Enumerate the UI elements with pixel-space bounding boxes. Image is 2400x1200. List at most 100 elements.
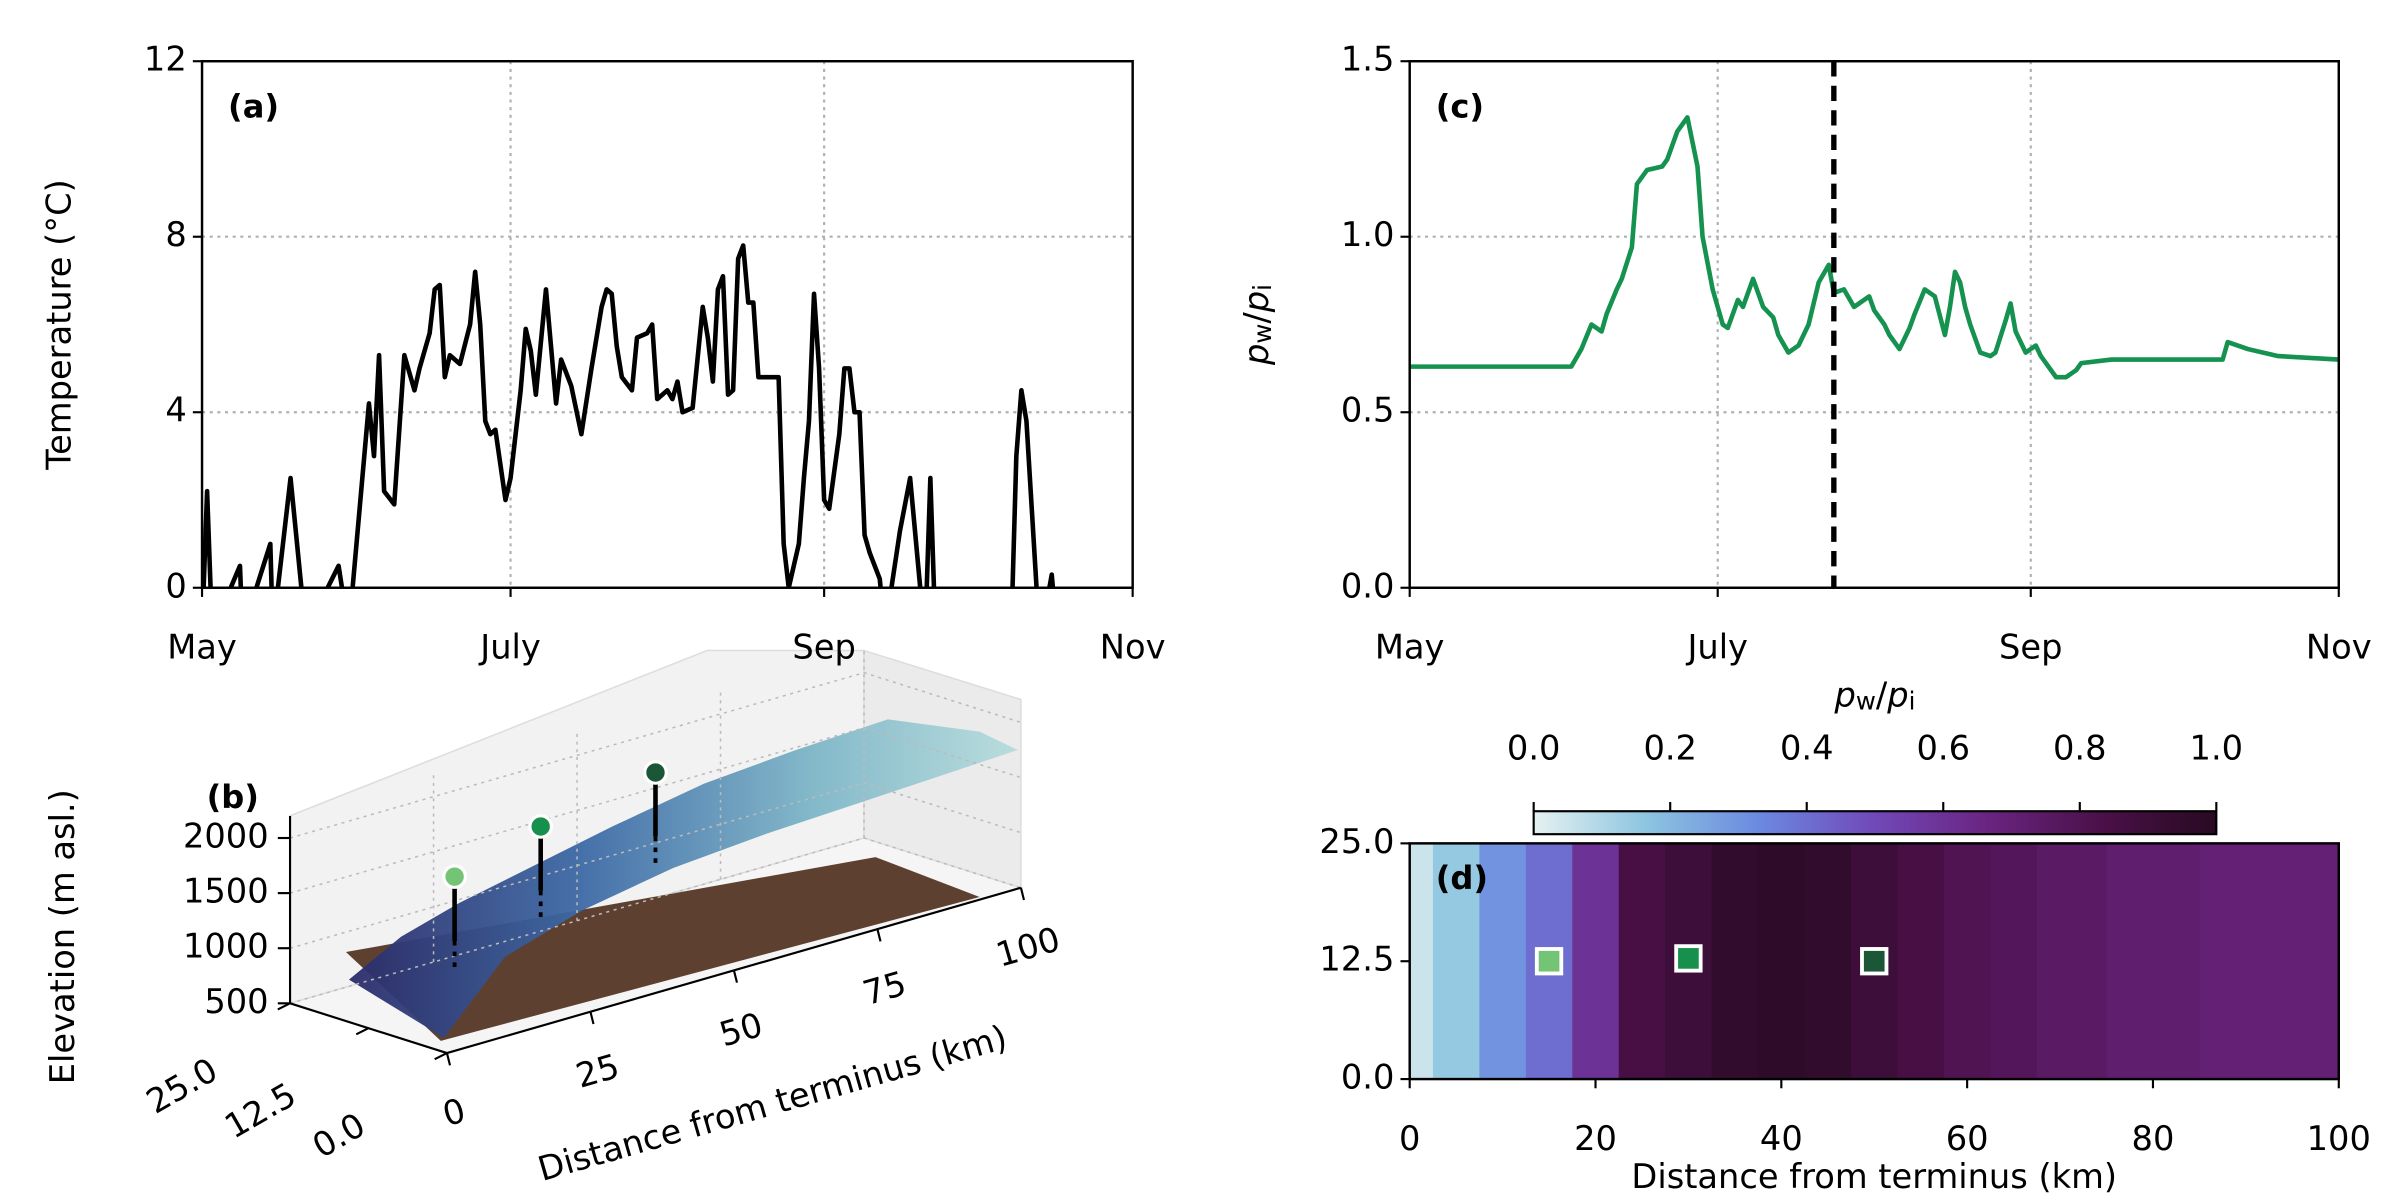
- x-axis-label: Distance from terminus (km): [1631, 1157, 2117, 1196]
- y-tick-label: 12.5: [218, 1075, 302, 1146]
- heat-cell: [1804, 843, 1853, 1080]
- heat-cell: [2199, 843, 2294, 1080]
- x-tick-label: 100: [2307, 1119, 2371, 1158]
- y-tick-label: 8: [165, 215, 186, 254]
- data-line: [1409, 115, 2339, 380]
- y-tick-label: 0.5: [1341, 391, 1395, 430]
- colorbar-label-part: w: [1856, 686, 1876, 715]
- x-tick-label: May: [1375, 627, 1445, 666]
- y-tick-label: 12.5: [1319, 940, 1394, 979]
- x-tick-label: 25: [572, 1046, 624, 1095]
- colorbar-tick-label: 0.4: [1780, 729, 1834, 768]
- colorbar-label-part: p: [1886, 675, 1908, 714]
- y-axis-label-part: w: [1248, 324, 1277, 344]
- x-tick-label: 0: [438, 1091, 469, 1134]
- station-marker: [528, 814, 553, 839]
- x-tick-label: July: [1685, 627, 1748, 666]
- z-tick-label: 1500: [183, 872, 269, 911]
- frame: [200, 60, 1134, 589]
- colorbar-label-part: /: [1876, 675, 1888, 714]
- x-tick-label: Nov: [1100, 627, 1166, 666]
- heat-cell: [2036, 843, 2108, 1080]
- colorbar-label-part: p: [1834, 675, 1856, 714]
- x-tick-label: Nov: [2306, 627, 2372, 666]
- station-marker: [442, 864, 467, 889]
- y-tick-label: 25.0: [140, 1050, 224, 1121]
- colorbar-tick-label: 0.6: [1916, 729, 1970, 768]
- colorbar-tick-label: 0.8: [2053, 729, 2107, 768]
- y-axis-label-part: /: [1237, 312, 1276, 324]
- data-line: [202, 243, 1056, 588]
- x-tick: [445, 1052, 452, 1066]
- colorbar-tick-label: 1.0: [2190, 729, 2244, 768]
- heat-cell: [2106, 843, 2201, 1080]
- y-tick: [355, 1027, 369, 1036]
- y-axis-label-part: i: [1248, 284, 1277, 291]
- colorbar-tick-label: 0.0: [1507, 729, 1561, 768]
- heat-cell: [1990, 843, 2039, 1080]
- z-tick-label: 1000: [183, 927, 269, 966]
- y-tick-label: 0.0: [1341, 566, 1395, 605]
- colorbar-tick-label: 0.2: [1643, 729, 1697, 768]
- z-tick-label: 500: [204, 982, 268, 1021]
- grid-line: [289, 671, 1022, 839]
- x-tick-label: July: [478, 627, 541, 666]
- grid-line: [289, 782, 1022, 949]
- z-tick-label: 2000: [183, 817, 269, 856]
- y-tick-label: 25.0: [1319, 822, 1394, 861]
- ice-surface: [348, 719, 1018, 1038]
- grid-line: [289, 727, 1022, 894]
- heat-cell: [1432, 843, 1481, 1080]
- y-tick-label: 1.0: [1341, 215, 1395, 254]
- y-tick-label: 1.5: [1341, 40, 1395, 79]
- panel-label: (c): [1436, 88, 1484, 126]
- y-tick-label: 12: [144, 40, 187, 79]
- colorbar-label: pw/pi: [1834, 675, 1916, 715]
- heat-cell: [1711, 843, 1760, 1080]
- x-tick: [876, 928, 882, 942]
- x-tick-label: 20: [1574, 1119, 1617, 1158]
- frame: [1408, 60, 2340, 589]
- y-axis-label-part: p: [1237, 291, 1276, 313]
- x-tick-label: 75: [859, 964, 911, 1013]
- x-tick-label: 60: [1946, 1119, 1989, 1158]
- colorbar-label-part: i: [1909, 686, 1916, 715]
- y-tick-label: 0: [165, 566, 186, 605]
- y-tick: [434, 1052, 448, 1061]
- station-marker: [643, 760, 668, 785]
- y-axis: [289, 1002, 448, 1055]
- y-tick-label: 0.0: [306, 1105, 372, 1166]
- panel-label: (b): [207, 778, 259, 816]
- x-tick-label: Sep: [792, 627, 855, 666]
- x-tick-label: 0: [1399, 1119, 1420, 1158]
- heat-cell: [1897, 843, 1946, 1080]
- y-axis-label-part: p: [1237, 344, 1276, 366]
- heat-cell: [1479, 843, 1528, 1080]
- x-tick: [589, 1011, 595, 1025]
- z-axis-label: Elevation (m asl.): [43, 789, 82, 1084]
- x-tick: [732, 970, 739, 983]
- x-tick-label: 100: [992, 919, 1065, 974]
- x-tick-label: May: [167, 627, 237, 666]
- x-tick-label: Sep: [1999, 627, 2062, 666]
- y-tick-label: 0.0: [1341, 1058, 1395, 1097]
- y-axis-label: Temperature (°C): [40, 179, 79, 470]
- x-tick-label: 80: [2132, 1119, 2175, 1158]
- x-tick-label: 50: [715, 1005, 767, 1054]
- y-tick: [277, 1002, 291, 1011]
- panel-label: (a): [228, 88, 279, 126]
- bed: [345, 857, 980, 1041]
- heat-cell: [1618, 843, 1667, 1080]
- heat-cell: [1572, 843, 1620, 1080]
- x-axis-label: Distance from terminus (km): [534, 1018, 1012, 1189]
- heat-cell: [1409, 843, 1435, 1080]
- y-tick-label: 4: [165, 391, 186, 430]
- colorbar: [1532, 810, 2218, 836]
- panel-label: (d): [1436, 859, 1488, 897]
- station-marker: [1860, 947, 1889, 976]
- x-tick-label: 40: [1760, 1119, 1803, 1158]
- y-axis-label: pw/pi: [1237, 284, 1277, 366]
- x-tick: [1019, 887, 1026, 901]
- heat-cell: [1943, 843, 1992, 1080]
